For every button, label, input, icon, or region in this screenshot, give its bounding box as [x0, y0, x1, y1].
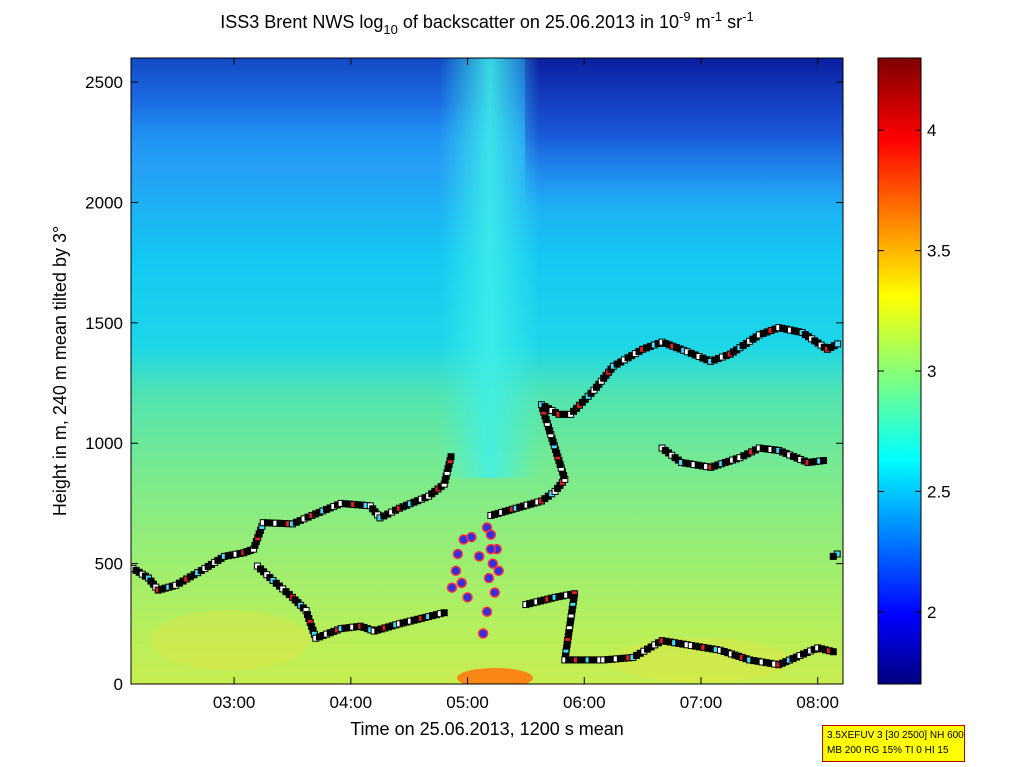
y-tick-label: 500: [95, 555, 123, 574]
y-axis-label: Height in m, 240 m mean tilted by 3°: [50, 226, 70, 516]
cloud-marker: [485, 529, 497, 540]
chart-title: ISS3 Brent NWS log10 of backscatter on 2…: [220, 9, 753, 37]
cloud-marker: [493, 565, 504, 577]
colorbar-tick-label: 4: [927, 121, 936, 140]
x-tick-label: 06:00: [563, 693, 606, 712]
x-axis: 03:00 04:00 05:00 06:00 07:00 08:00: [213, 58, 839, 712]
y-tick-label: 1000: [85, 434, 123, 453]
x-tick-label: 07:00: [680, 693, 723, 712]
title-sub: 10: [383, 22, 397, 37]
plot-frame: [130, 57, 844, 685]
cloud-marker: [473, 551, 485, 562]
cloud-marker: [483, 572, 495, 584]
x-tick-label: 03:00: [213, 693, 256, 712]
title-sup: -9: [679, 9, 691, 24]
title-part: ISS3 Brent NWS log: [220, 12, 383, 32]
cloud-marker: [446, 582, 458, 593]
info-line: MB 200 RG 15% TI 0 HI 15: [827, 745, 949, 756]
y-tick-label: 2000: [85, 193, 123, 212]
info-box: 3.5XEFUV 3 [30 2500] NH 600 MB 200 RG 15…: [822, 725, 965, 762]
x-tick-label: 04:00: [330, 693, 373, 712]
title-part: of backscatter on 25.06.2013 in 10: [398, 12, 679, 32]
heatmap-warm-patch: [610, 638, 790, 682]
layer-marker: [829, 552, 837, 560]
layer-markers: [131, 324, 842, 669]
y-tick-label: 2500: [85, 73, 123, 92]
cloud-marker: [487, 558, 499, 569]
cloud-marker: [466, 531, 477, 543]
title-part: sr: [722, 12, 742, 32]
colorbar-tick-label: 3.5: [927, 242, 951, 261]
cloud-marker: [450, 565, 462, 577]
title-part: m: [691, 12, 711, 32]
title-sup: -1: [742, 9, 754, 24]
cloud-marker: [481, 606, 493, 618]
colorbar-axis: 2 2.5 3 3.5 4: [878, 121, 951, 622]
y-tick-label: 1500: [85, 314, 123, 333]
title-sup: -1: [711, 9, 723, 24]
heatmap-warm-patch: [150, 610, 310, 670]
y-axis: 0 500 1000 1500 2000 2500: [85, 73, 843, 694]
heatmap: [131, 58, 843, 684]
colorbar: [877, 57, 922, 685]
cloud-marker: [477, 628, 489, 639]
heatmap-column: [440, 58, 540, 478]
cloud-marker: [489, 587, 501, 598]
cloud-markers: [446, 522, 504, 639]
cloud-marker: [462, 592, 473, 603]
cloud-marker: [452, 548, 464, 560]
layer-marker: [834, 340, 842, 348]
colorbar-tick-label: 2: [927, 603, 936, 622]
cloud-marker: [456, 577, 467, 589]
y-tick-label: 0: [114, 675, 123, 694]
x-tick-label: 05:00: [446, 693, 489, 712]
heatmap-warm-patch: [457, 668, 533, 684]
heatmap-dark-top: [525, 58, 843, 208]
layer-marker: [440, 609, 448, 617]
layer-marker: [829, 648, 837, 656]
colorbar-tick-label: 3: [927, 362, 936, 381]
info-line: 3.5XEFUV 3 [30 2500] NH 600: [827, 730, 964, 741]
colorbar-tick-label: 2.5: [927, 482, 951, 501]
cloud-marker: [485, 543, 497, 555]
layer-marker: [820, 457, 828, 465]
x-axis-label: Time on 25.06.2013, 1200 s mean: [350, 719, 624, 739]
x-tick-label: 08:00: [796, 693, 839, 712]
layer-marker: [447, 453, 455, 461]
